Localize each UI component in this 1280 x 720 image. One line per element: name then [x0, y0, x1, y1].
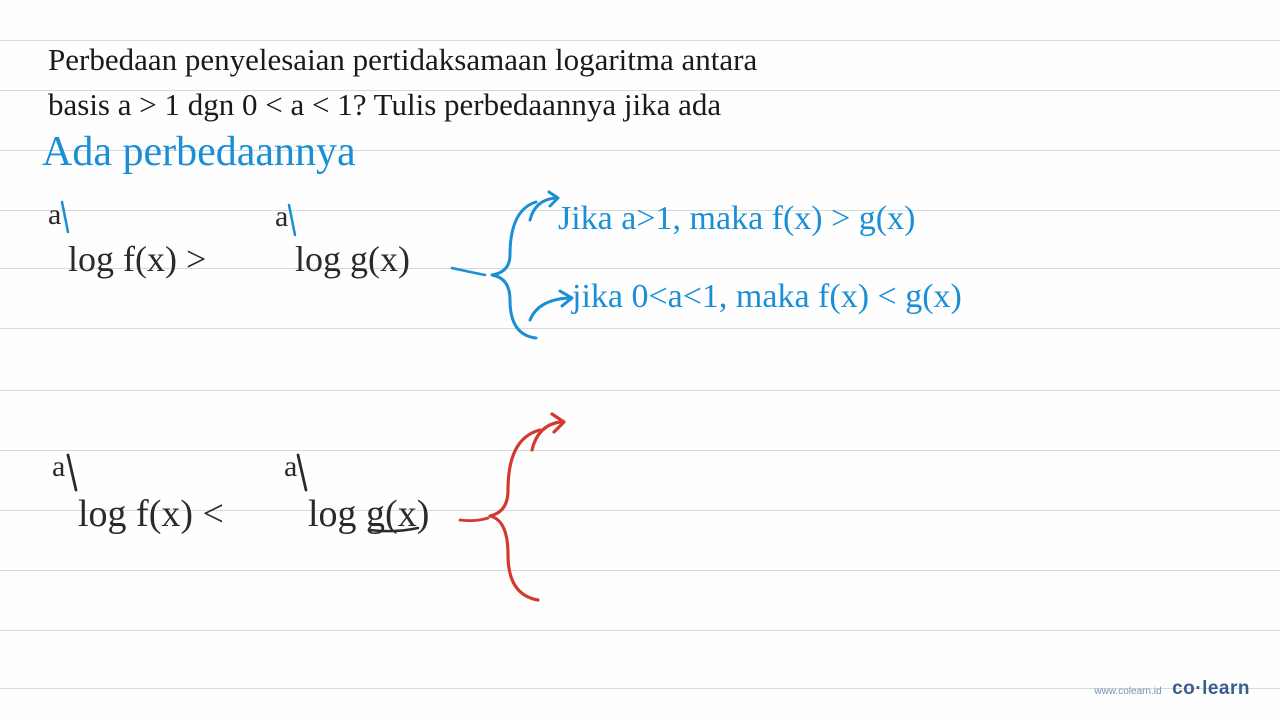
expr1-base-a-right: a [275, 200, 288, 234]
stroke-expr1_to_brace [452, 268, 485, 275]
footer-url: www.colearn.id [1094, 686, 1161, 697]
footer: www.colearn.id co·learn [1094, 678, 1250, 700]
stroke-blue_brace [492, 202, 536, 338]
stroke-black_tick_4 [298, 455, 306, 490]
ruled-line [0, 328, 1280, 329]
question-text: Perbedaan penyelesaian pertidaksamaan lo… [48, 38, 757, 128]
stroke-black_tick_3 [68, 455, 76, 490]
expr2-log-right: log g(x) [308, 492, 429, 536]
expr1-base-a-left: a [48, 198, 61, 232]
ruled-line [0, 390, 1280, 391]
brand-pre: co [1172, 678, 1195, 699]
expr2-base-a-right: a [284, 450, 297, 484]
expr1-log-left: log f(x) > [68, 238, 206, 280]
stroke-red_arrow_top [532, 414, 564, 450]
ruled-line [0, 570, 1280, 571]
question-line1: Perbedaan penyelesaian pertidaksamaan lo… [48, 42, 757, 77]
case1-line1: Jika a>1, maka f(x) > g(x) [558, 200, 915, 238]
ruled-line [0, 450, 1280, 451]
stroke-blue_arrow_top [530, 192, 558, 220]
ruled-line [0, 630, 1280, 631]
stroke-expr2_to_brace [460, 518, 488, 521]
stroke-red_brace [490, 430, 540, 600]
case1-line2: jika 0<a<1, maka f(x) < g(x) [572, 278, 962, 316]
expr1-log-right: log g(x) [295, 238, 410, 280]
ruled-line [0, 688, 1280, 689]
stroke-blue_tick_1 [62, 202, 68, 232]
expr2-log-left: log f(x) < [78, 492, 224, 536]
question-line2: basis a > 1 dgn 0 < a < 1? Tulis perbeda… [48, 87, 721, 122]
brand-post: learn [1202, 678, 1250, 699]
expr2-base-a-left: a [52, 450, 65, 484]
footer-brand: co·learn [1172, 678, 1250, 699]
handwriting-title: Ada perbedaannya [42, 128, 356, 176]
stroke-blue_arrow_bot [530, 291, 572, 320]
